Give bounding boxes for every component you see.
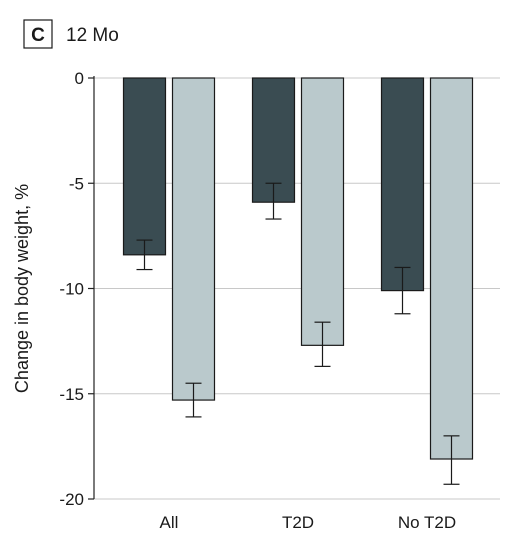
y-tick-label: -10	[59, 280, 84, 299]
error-bar	[394, 266, 411, 315]
x-category-label: All	[160, 513, 179, 532]
error-bars	[136, 182, 460, 485]
bar-no-t2d-s1	[380, 77, 425, 292]
error-bar	[314, 321, 331, 367]
panel-letter: C	[31, 25, 45, 46]
panel-letter-box	[23, 19, 53, 49]
error-bar	[443, 435, 460, 485]
error-bar	[185, 382, 202, 418]
y-ticks: 0 -5 -10 -15 -20	[59, 69, 94, 509]
y-tick-label: -20	[59, 490, 84, 509]
y-axis-title: Change in body weight, %	[12, 184, 32, 393]
panel-header: C 12 Mo	[23, 19, 119, 49]
error-bar	[265, 182, 282, 220]
y-tick-label: -5	[69, 174, 84, 193]
y-tick-label: -15	[59, 385, 84, 404]
bar-all-s1	[122, 77, 167, 256]
bar-t2d-s2	[300, 77, 345, 346]
x-category-label: T2D	[282, 513, 314, 532]
x-labels: All T2D No T2D	[160, 513, 457, 532]
x-category-label: No T2D	[398, 513, 456, 532]
bar-no-t2d-s2	[429, 77, 474, 460]
bars	[122, 77, 474, 460]
error-bar	[136, 239, 153, 271]
panel-title: 12 Mo	[66, 25, 119, 46]
y-tick-label: 0	[75, 69, 84, 88]
bar-all-s2	[171, 77, 216, 401]
